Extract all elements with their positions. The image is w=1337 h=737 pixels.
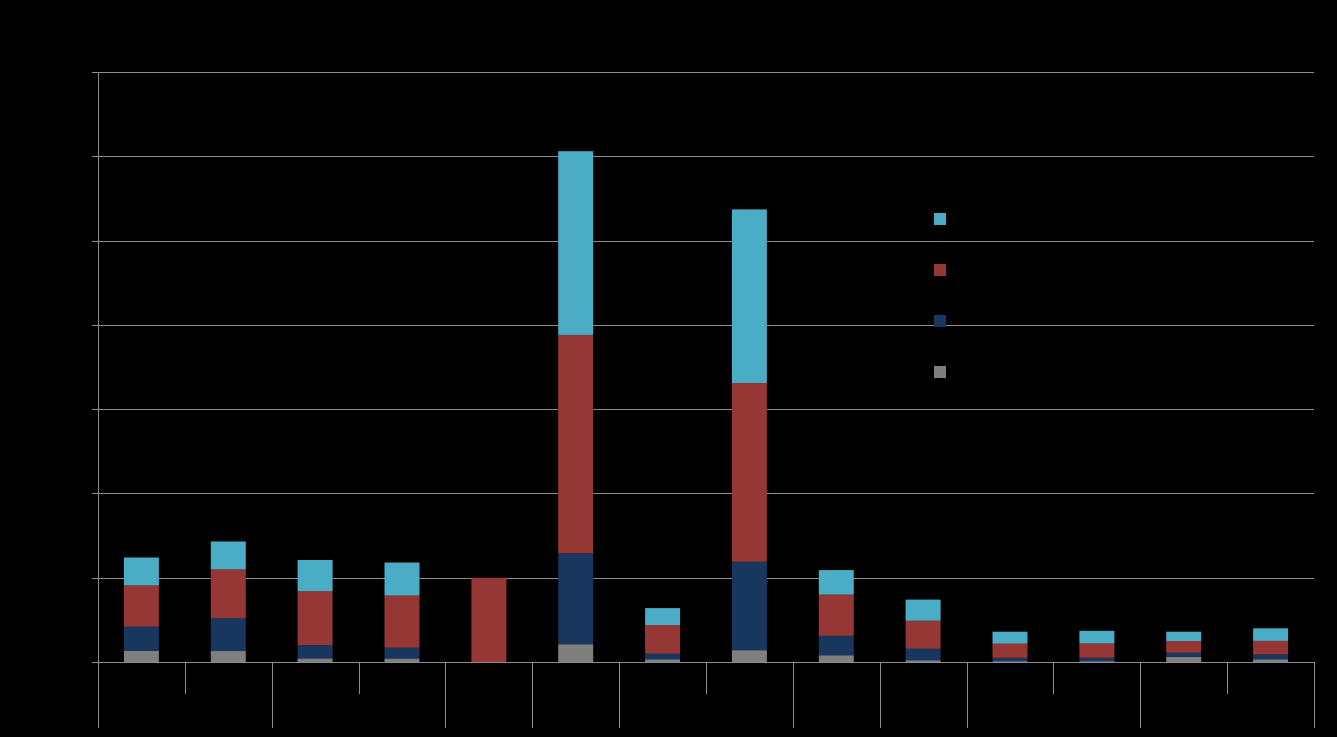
bar-segment-series-2-cat-13 bbox=[1166, 652, 1202, 657]
bar-segment-series-4-cat-4 bbox=[384, 562, 420, 596]
bar-segment-series-2-cat-6 bbox=[558, 553, 594, 645]
bar-segment-series-1-cat-11 bbox=[992, 661, 1028, 662]
bar-segment-series-4-cat-12 bbox=[1079, 630, 1115, 644]
legend-swatch-2 bbox=[934, 315, 946, 327]
bar-segment-series-4-cat-8 bbox=[731, 209, 767, 383]
bar-segment-series-2-cat-10 bbox=[905, 648, 941, 661]
bar-segment-series-3-cat-11 bbox=[992, 643, 1028, 658]
bar-segment-series-1-cat-3 bbox=[297, 658, 333, 662]
legend-swatch-3 bbox=[934, 264, 946, 276]
bar-segment-series-3-cat-1 bbox=[123, 585, 159, 627]
bar-segment-series-1-cat-7 bbox=[645, 659, 681, 662]
bar-segment-series-4-cat-1 bbox=[123, 557, 159, 586]
bar-segment-series-2-cat-7 bbox=[645, 653, 681, 660]
bar-segment-series-1-cat-9 bbox=[818, 655, 854, 662]
bar-segment-series-3-cat-9 bbox=[818, 594, 854, 636]
bar-segment-series-4-cat-11 bbox=[992, 631, 1028, 644]
bar-segment-series-2-cat-1 bbox=[123, 626, 159, 651]
bar-segment-series-3-cat-2 bbox=[210, 569, 246, 619]
bar-segment-series-2-cat-11 bbox=[992, 657, 1028, 662]
bar-segment-series-1-cat-2 bbox=[210, 651, 246, 662]
bar-segment-series-2-cat-9 bbox=[818, 635, 854, 656]
bar-segment-series-4-cat-10 bbox=[905, 599, 941, 621]
bar-segment-series-4-cat-3 bbox=[297, 560, 333, 592]
bar-segment-series-4-cat-6 bbox=[558, 151, 594, 335]
bar-segment-series-2-cat-14 bbox=[1253, 654, 1289, 660]
bar-segment-series-3-cat-6 bbox=[558, 335, 594, 554]
bar-segment-series-4-cat-13 bbox=[1166, 631, 1202, 641]
bar-segment-series-2-cat-12 bbox=[1079, 657, 1115, 662]
bar-segment-series-3-cat-10 bbox=[905, 620, 941, 649]
legend-swatch-1 bbox=[934, 366, 946, 378]
bar-segment-series-2-cat-2 bbox=[210, 618, 246, 652]
bar-segment-series-3-cat-12 bbox=[1079, 643, 1115, 658]
legend-swatch-4 bbox=[934, 213, 946, 225]
bar-segment-series-1-cat-12 bbox=[1079, 661, 1115, 662]
bar-segment-series-1-cat-4 bbox=[384, 658, 420, 662]
bar-segment-series-2-cat-8 bbox=[731, 561, 767, 651]
bar-segment-series-4-cat-2 bbox=[210, 541, 246, 570]
bar-segment-series-2-cat-3 bbox=[297, 645, 333, 659]
bar-segment-series-3-cat-5 bbox=[471, 577, 507, 662]
bar-segment-series-4-cat-14 bbox=[1253, 628, 1289, 641]
bar-segment-series-3-cat-3 bbox=[297, 591, 333, 646]
bar-segment-series-1-cat-8 bbox=[731, 650, 767, 662]
bar-segment-series-1-cat-14 bbox=[1253, 659, 1289, 662]
bar-segment-series-3-cat-8 bbox=[731, 383, 767, 562]
bar-segment-series-1-cat-10 bbox=[905, 660, 941, 662]
bar-segment-series-3-cat-14 bbox=[1253, 640, 1289, 655]
bar-segment-series-3-cat-4 bbox=[384, 595, 420, 648]
bar-segment-series-4-cat-9 bbox=[818, 570, 854, 595]
bar-segment-series-4-cat-7 bbox=[645, 608, 681, 625]
bar-segment-series-2-cat-4 bbox=[384, 647, 420, 659]
bar-segment-series-1-cat-13 bbox=[1166, 656, 1202, 662]
bar-segment-series-3-cat-13 bbox=[1166, 640, 1202, 653]
bar-segment-series-1-cat-1 bbox=[123, 651, 159, 662]
bar-segment-series-3-cat-7 bbox=[645, 624, 681, 654]
bar-segment-series-1-cat-6 bbox=[558, 644, 594, 662]
